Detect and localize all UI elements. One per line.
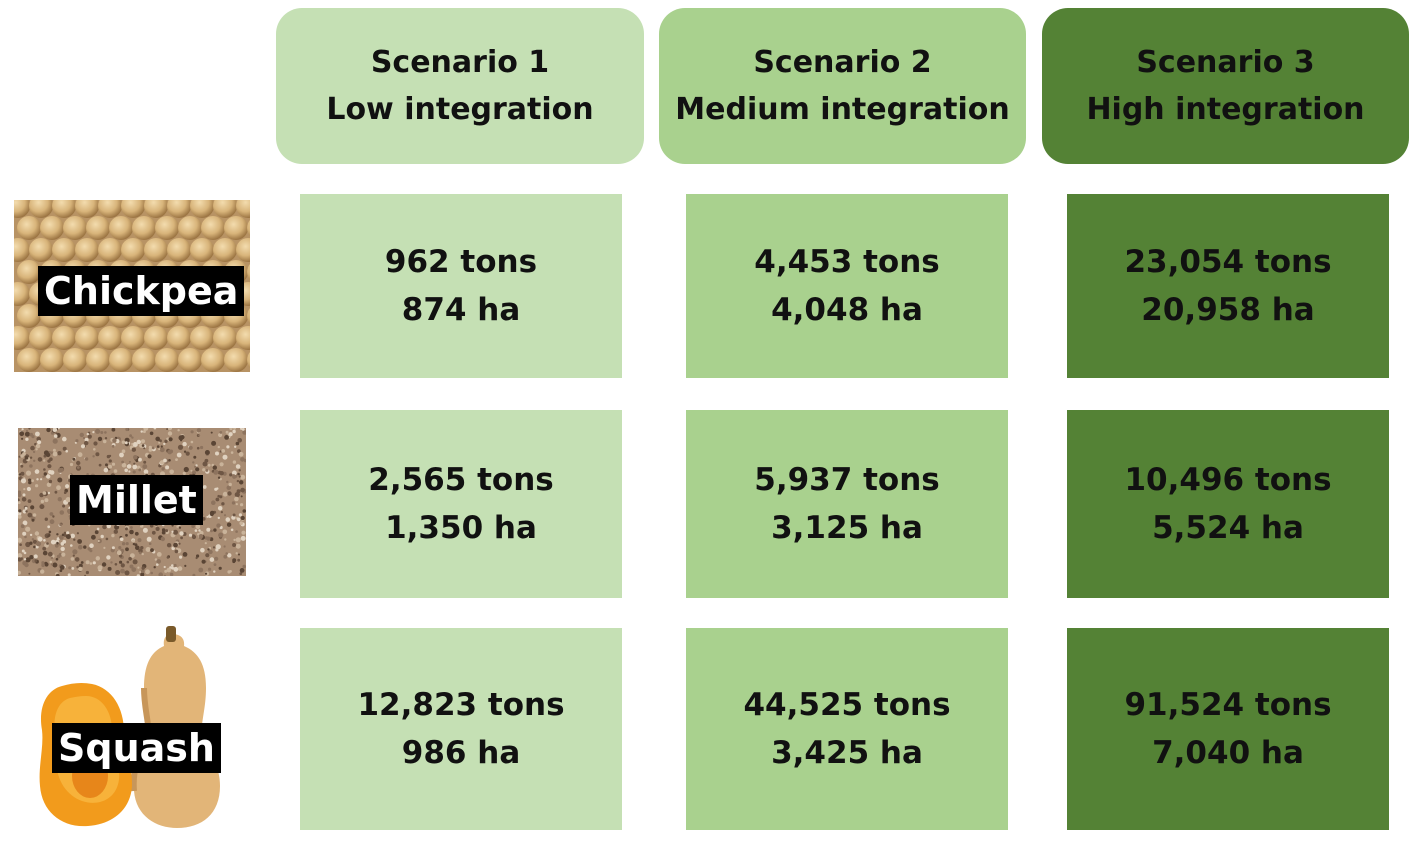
crop-label: Squash xyxy=(52,723,221,773)
chickpea-scenario-2-cell: 4,453 tons 4,048 ha xyxy=(686,194,1008,378)
millet-image: Millet xyxy=(18,428,246,576)
scenario-subtitle: Low integration xyxy=(326,92,594,127)
production-value: 91,524 tons xyxy=(1124,687,1332,723)
chickpea-scenario-1-cell: 962 tons 874 ha xyxy=(300,194,622,378)
area-value: 5,524 ha xyxy=(1152,510,1304,546)
scenario-subtitle: High integration xyxy=(1086,92,1365,127)
production-value: 12,823 tons xyxy=(357,687,565,723)
production-value: 962 tons xyxy=(384,244,538,280)
scenario-title: Scenario 1 xyxy=(370,45,550,80)
production-value: 23,054 tons xyxy=(1124,244,1332,280)
squash-scenario-1-cell: 12,823 tons 986 ha xyxy=(300,628,622,830)
scenario-title: Scenario 3 xyxy=(1136,45,1315,80)
scenario-2-header: Scenario 2 Medium integration xyxy=(659,8,1026,164)
production-value: 44,525 tons xyxy=(743,687,951,723)
area-value: 874 ha xyxy=(401,292,521,328)
chickpea-scenario-3-cell: 23,054 tons 20,958 ha xyxy=(1067,194,1389,378)
chickpea-image: Chickpea xyxy=(14,200,250,372)
area-value: 7,040 ha xyxy=(1152,735,1304,771)
millet-scenario-1-cell: 2,565 tons 1,350 ha xyxy=(300,410,622,598)
crop-label: Chickpea xyxy=(38,266,245,316)
production-value: 2,565 tons xyxy=(368,462,554,498)
scenario-title: Scenario 2 xyxy=(753,45,932,80)
scenario-1-header: Scenario 1 Low integration xyxy=(276,8,644,164)
scenario-subtitle: Medium integration xyxy=(675,92,1010,127)
squash-scenario-2-cell: 44,525 tons 3,425 ha xyxy=(686,628,1008,830)
area-value: 20,958 ha xyxy=(1141,292,1315,328)
area-value: 3,425 ha xyxy=(771,735,923,771)
area-value: 3,125 ha xyxy=(771,510,923,546)
millet-scenario-3-cell: 10,496 tons 5,524 ha xyxy=(1067,410,1389,598)
production-value: 5,937 tons xyxy=(754,462,940,498)
crop-label: Millet xyxy=(70,475,203,525)
scenario-3-header: Scenario 3 High integration xyxy=(1042,8,1409,164)
area-value: 986 ha xyxy=(401,735,521,771)
squash-image: Squash xyxy=(32,626,232,831)
millet-scenario-2-cell: 5,937 tons 3,125 ha xyxy=(686,410,1008,598)
production-value: 10,496 tons xyxy=(1124,462,1332,498)
area-value: 1,350 ha xyxy=(385,510,537,546)
area-value: 4,048 ha xyxy=(771,292,923,328)
production-value: 4,453 tons xyxy=(754,244,940,280)
squash-scenario-3-cell: 91,524 tons 7,040 ha xyxy=(1067,628,1389,830)
